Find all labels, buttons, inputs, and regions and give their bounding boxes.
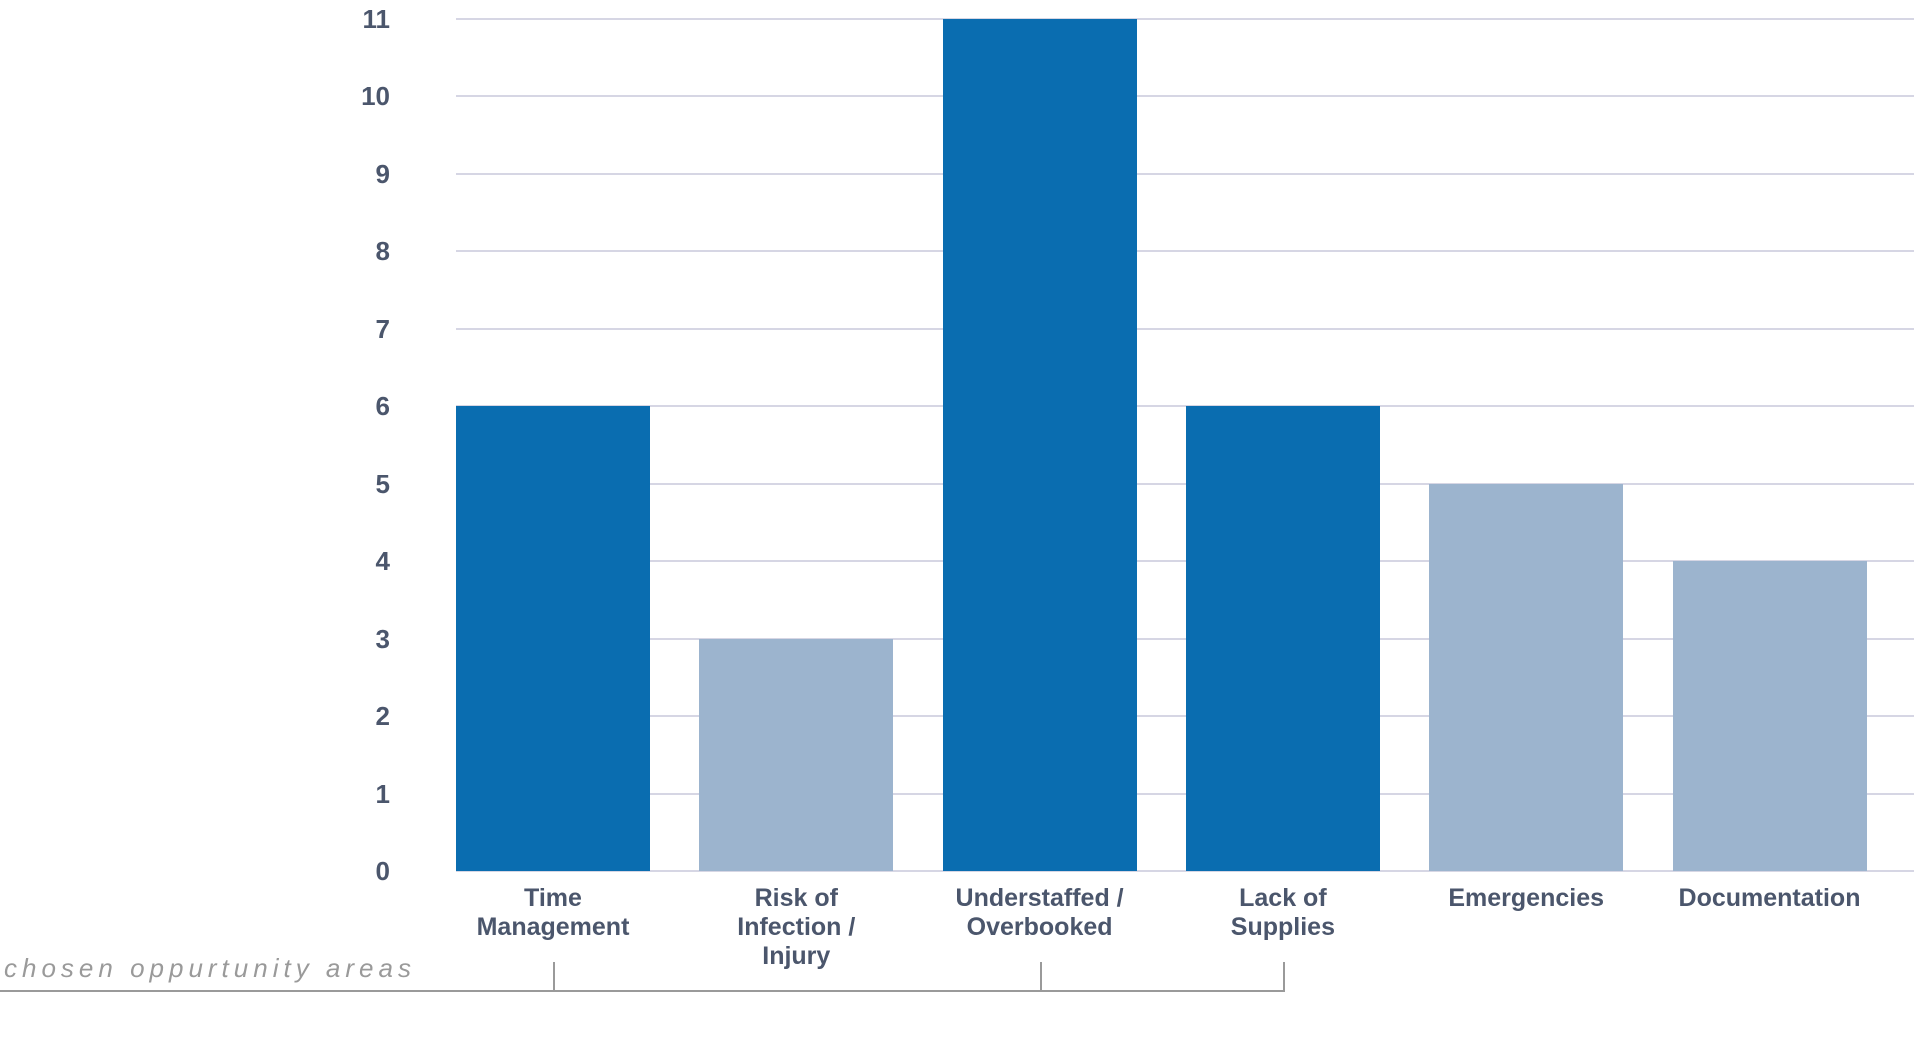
category-label-line: Documentation — [1678, 884, 1861, 912]
y-tick-label-7: 7 — [375, 313, 390, 344]
gridline-y-6 — [456, 405, 1914, 407]
gridline-y-3 — [456, 637, 1914, 640]
category-label-line: Time — [524, 884, 582, 912]
y-tick-label-5: 5 — [375, 468, 390, 499]
gridline-y-5 — [456, 482, 1914, 485]
bar-understaffed-overbooked — [942, 18, 1137, 871]
annotation-chosen-opportunity-areas: chosen oppurtunity areas — [4, 953, 416, 983]
gridline-y-10 — [456, 95, 1914, 97]
annotation-tick-time-management — [553, 962, 555, 992]
category-label-line: Supplies — [1230, 913, 1335, 941]
category-label-understaffed-overbooked: Understaffed / Overbooked — [910, 884, 1170, 942]
y-tick-label-4: 4 — [375, 546, 390, 576]
y-tick-label-6: 6 — [375, 391, 390, 421]
bar-time-management — [456, 406, 650, 871]
gridline-y-2 — [456, 715, 1914, 717]
category-label-line: Infection / — [737, 913, 856, 941]
gridline-y-4 — [456, 560, 1914, 562]
bar-documentation — [1672, 561, 1867, 871]
y-tick-label-1: 1 — [375, 778, 390, 809]
gridline-y-0 — [456, 870, 1914, 872]
gridline-y-11 — [456, 17, 1914, 20]
category-label-time-management: Time Management — [423, 884, 683, 942]
y-tick-label-0: 0 — [375, 856, 390, 886]
y-tick-label-8: 8 — [375, 236, 390, 266]
category-label-line: Lack of — [1239, 884, 1327, 912]
category-label-line: Emergencies — [1448, 884, 1604, 912]
category-label-documentation: Documentation — [1640, 884, 1900, 913]
bar-risk-of-infection-injury — [699, 638, 894, 871]
bar-emergencies — [1429, 483, 1624, 871]
category-label-line: Understaffed / — [955, 884, 1124, 912]
y-tick-label-3: 3 — [375, 623, 390, 654]
annotation-tick-understaffed-overbooked — [1039, 962, 1042, 992]
bar-lack-of-supplies — [1185, 406, 1380, 871]
category-label-line: Injury — [762, 942, 831, 970]
y-tick-label-2: 2 — [375, 701, 390, 731]
y-tick-label-9: 9 — [375, 158, 390, 189]
category-label-risk-of-infection-injury: Risk of Infection / Injury — [666, 884, 926, 971]
y-tick-label-11: 11 — [362, 3, 391, 34]
category-label-emergencies: Emergencies — [1396, 884, 1656, 913]
y-tick-label-10: 10 — [361, 81, 390, 111]
gridline-y-8 — [456, 250, 1914, 252]
category-label-line: Management — [476, 913, 630, 941]
category-label-lack-of-supplies: Lack of Supplies — [1153, 884, 1413, 942]
annotation-tick-lack-of-supplies — [1282, 962, 1285, 992]
gridline-y-7 — [456, 327, 1914, 330]
category-label-line: Overbooked — [966, 913, 1113, 941]
category-label-line: Risk of — [754, 884, 838, 912]
annotation-bracket-line — [0, 990, 1284, 992]
gridline-y-9 — [456, 172, 1914, 175]
gridline-y-1 — [456, 792, 1914, 795]
